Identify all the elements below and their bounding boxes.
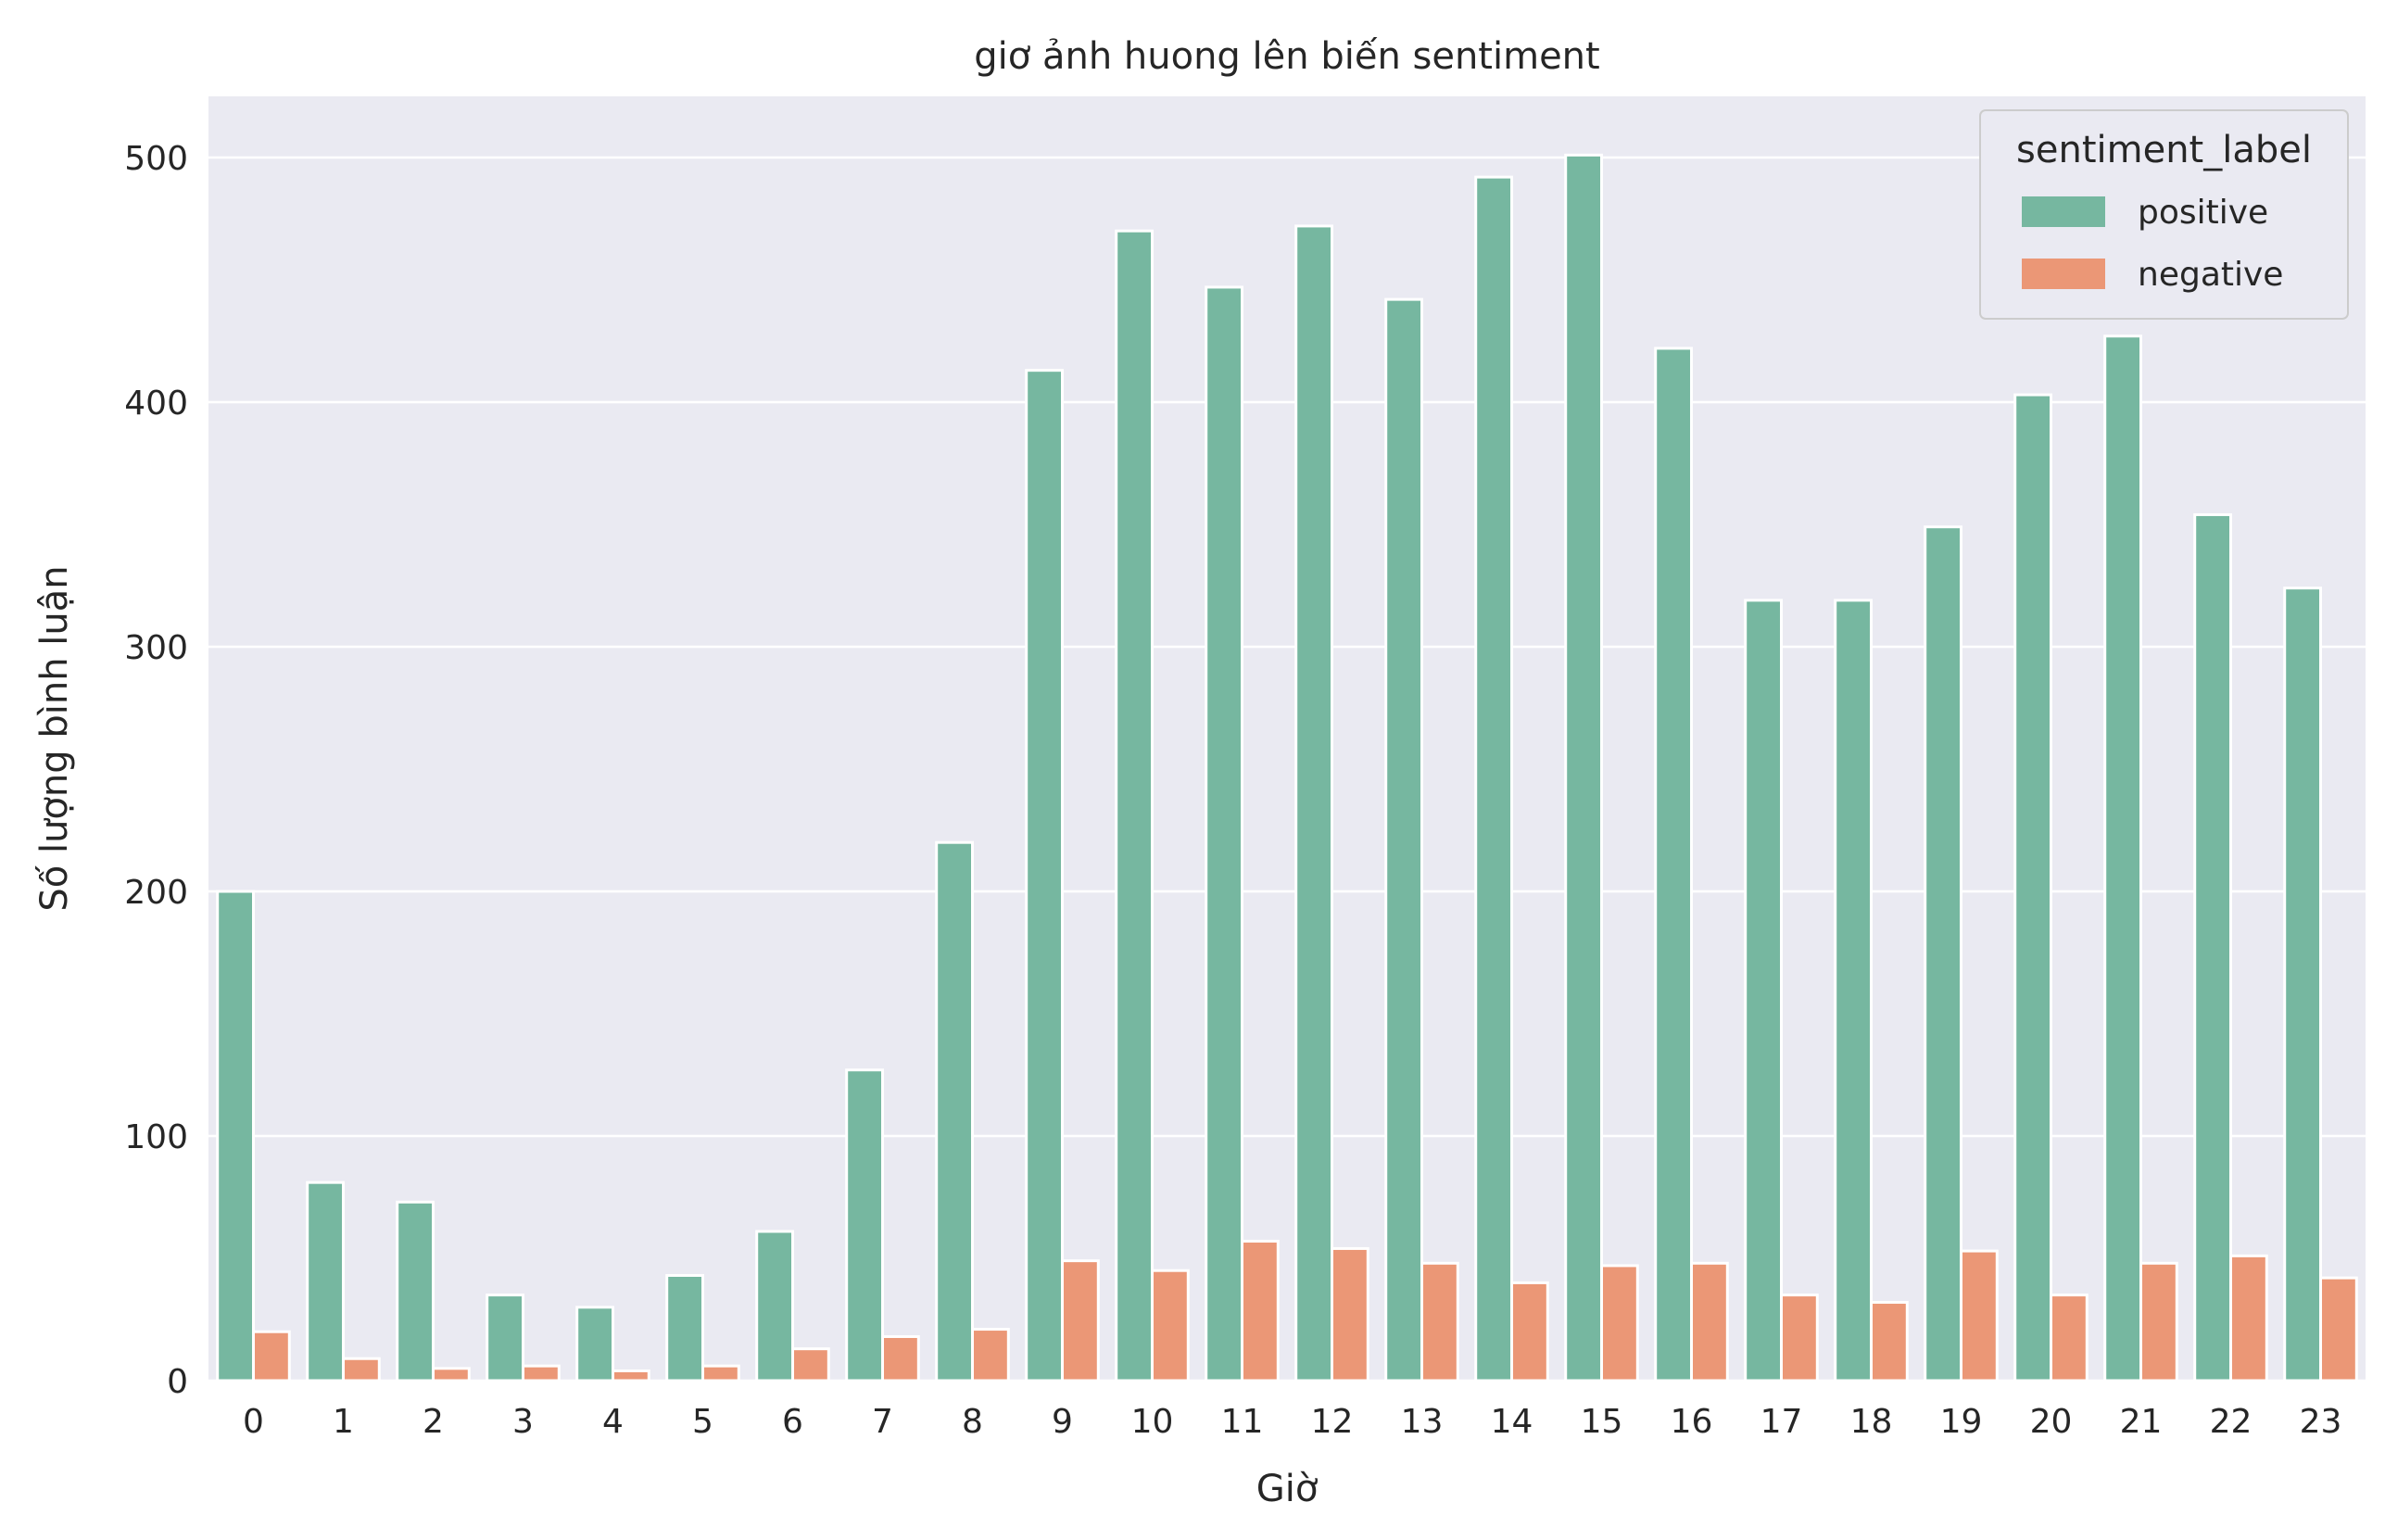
x-tick-6: 6: [782, 1403, 803, 1441]
x-tick-17: 17: [1760, 1403, 1803, 1441]
bar-positive-17: [1744, 599, 1783, 1382]
bar-positive-7: [845, 1068, 885, 1382]
bar-positive-13: [1384, 297, 1423, 1382]
bar-negative-11: [1241, 1240, 1280, 1382]
bar-negative-12: [1331, 1246, 1369, 1382]
x-tick-19: 19: [1940, 1403, 1983, 1441]
x-tick-20: 20: [2030, 1403, 2073, 1441]
y-tick-labels: 0 100 200 300 400 500: [124, 140, 188, 1401]
bar-negative-16: [1690, 1261, 1729, 1382]
bar-negative-6: [791, 1347, 830, 1382]
bar-positive-12: [1294, 224, 1333, 1382]
bar-negative-22: [2229, 1254, 2268, 1382]
bar-positive-23: [2283, 587, 2322, 1382]
x-tick-23: 23: [2300, 1403, 2342, 1441]
x-tick-5: 5: [692, 1403, 713, 1441]
legend-title: sentiment_label: [2016, 129, 2312, 171]
bar-positive-22: [2193, 512, 2232, 1382]
bar-negative-2: [432, 1367, 471, 1382]
bar-negative-4: [612, 1369, 650, 1382]
x-tick-8: 8: [962, 1403, 983, 1441]
bar-negative-18: [1870, 1301, 1909, 1382]
y-tick-400: 400: [124, 385, 188, 423]
x-tick-18: 18: [1850, 1403, 1893, 1441]
x-tick-10: 10: [1131, 1403, 1174, 1441]
bar-negative-3: [522, 1364, 561, 1382]
bar-positive-2: [396, 1200, 435, 1382]
bar-negative-9: [1061, 1259, 1100, 1382]
x-tick-14: 14: [1491, 1403, 1533, 1441]
x-tick-4: 4: [602, 1403, 624, 1441]
bar-positive-21: [2103, 335, 2142, 1382]
bar-negative-15: [1600, 1264, 1639, 1382]
legend-swatch-positive: [2022, 196, 2105, 227]
x-tick-22: 22: [2210, 1403, 2252, 1441]
x-tick-13: 13: [1401, 1403, 1444, 1441]
y-tick-0: 0: [167, 1363, 188, 1401]
legend-label-negative: negative: [2138, 256, 2283, 294]
bar-positive-4: [575, 1306, 615, 1382]
bar-positive-10: [1115, 229, 1154, 1382]
bar-negative-7: [881, 1334, 920, 1382]
bar-negative-17: [1780, 1294, 1819, 1382]
x-tick-21: 21: [2120, 1403, 2163, 1441]
chart-title: giơ ảnh huong lên biến sentiment: [974, 35, 1599, 78]
bar-negative-20: [2050, 1294, 2088, 1382]
bar-negative-21: [2139, 1261, 2178, 1382]
bar-positive-0: [216, 890, 255, 1382]
bar-negative-10: [1151, 1269, 1190, 1382]
bar-positive-9: [1025, 369, 1064, 1382]
x-tick-9: 9: [1052, 1403, 1073, 1441]
bar-positive-19: [1924, 525, 1962, 1382]
legend-label-positive: positive: [2138, 194, 2268, 232]
y-tick-500: 500: [124, 140, 188, 178]
x-tick-7: 7: [872, 1403, 893, 1441]
x-tick-1: 1: [333, 1403, 354, 1441]
bar-positive-6: [755, 1230, 795, 1382]
y-tick-100: 100: [124, 1118, 188, 1156]
x-axis-label: Giờ: [1256, 1468, 1319, 1510]
bar-negative-23: [2319, 1276, 2358, 1382]
x-tick-labels: 0 1 2 3 4 5 6 7 8 9 10 11 12 13 14 15 16 17 18 19 20 21 22 23: [243, 1403, 2341, 1441]
bar-negative-14: [1510, 1281, 1549, 1382]
x-tick-0: 0: [243, 1403, 264, 1441]
bar-positive-16: [1654, 347, 1693, 1382]
x-tick-2: 2: [423, 1403, 444, 1441]
x-tick-3: 3: [512, 1403, 534, 1441]
y-axis-label: Số lượng bình luận: [33, 565, 76, 911]
bar-positive-3: [486, 1294, 525, 1382]
bar-negative-0: [252, 1330, 291, 1382]
bar-negative-8: [971, 1328, 1010, 1382]
legend-swatch-negative: [2022, 259, 2105, 289]
x-tick-16: 16: [1671, 1403, 1713, 1441]
bars: [216, 153, 2358, 1382]
bar-positive-20: [2013, 393, 2052, 1382]
bar-negative-5: [701, 1364, 740, 1382]
bar-negative-19: [1960, 1249, 1999, 1382]
x-tick-15: 15: [1581, 1403, 1623, 1441]
bar-positive-11: [1205, 285, 1243, 1382]
y-tick-200: 200: [124, 874, 188, 912]
bar-negative-13: [1420, 1261, 1459, 1382]
y-tick-300: 300: [124, 629, 188, 667]
bar-positive-15: [1564, 153, 1603, 1382]
bar-negative-1: [342, 1357, 381, 1382]
bar-positive-8: [935, 840, 975, 1382]
bar-positive-14: [1474, 175, 1513, 1382]
bar-positive-1: [306, 1180, 346, 1382]
bar-positive-18: [1834, 599, 1873, 1382]
bar-positive-5: [665, 1273, 705, 1382]
legend: sentiment_label positive negative: [1979, 109, 2349, 320]
x-tick-12: 12: [1311, 1403, 1354, 1441]
x-tick-11: 11: [1221, 1403, 1264, 1441]
